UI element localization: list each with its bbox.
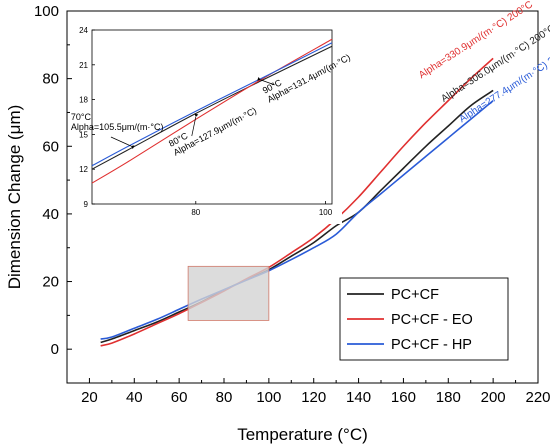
- inset-x-tick-label: 100: [319, 208, 333, 217]
- inset-annotation-arrowhead: [194, 113, 199, 118]
- legend: PC+CF PC+CF - EO PC+CF - HP: [339, 277, 509, 361]
- x-tick-label: 80: [216, 389, 233, 406]
- inset-annotation-pointer: [110, 136, 132, 147]
- x-tick-label: 20: [81, 389, 98, 406]
- inset-y-tick-label: 9: [84, 200, 89, 209]
- y-tick-label: 60: [42, 138, 59, 155]
- legend-label-1: PC+CF - EO: [391, 312, 473, 328]
- x-tick-label: 40: [126, 389, 143, 406]
- alpha-annotation-0: Alpha=330.9μm/(m·°C) 200°C: [417, 0, 535, 81]
- y-tick-label: 40: [42, 206, 59, 223]
- inset-annotation-line: 70°C: [71, 112, 92, 122]
- inset-x-tick-label: 80: [191, 208, 200, 217]
- inset-y-tick-label: 15: [79, 130, 88, 139]
- x-axis-title: Temperature (°C): [237, 425, 368, 444]
- inset-series-line-1: [91, 38, 333, 184]
- x-tick-label: 140: [346, 389, 371, 406]
- inset-y-tick-label: 21: [79, 61, 88, 70]
- y-tick-label: 20: [42, 274, 59, 291]
- y-tick-label: 80: [42, 71, 59, 88]
- inset-frame: [91, 29, 333, 205]
- inset-annotation-pointer: [260, 79, 275, 86]
- legend-label-0: PC+CF: [391, 287, 439, 303]
- x-tick-label: 180: [436, 389, 461, 406]
- x-tick-label: 100: [256, 389, 281, 406]
- x-tick-label: 200: [481, 389, 506, 406]
- plot-frame: [66, 10, 539, 384]
- x-tick-label: 60: [171, 389, 188, 406]
- inset-annotation-arrowhead: [130, 145, 135, 150]
- series-line-0: [100, 89, 494, 344]
- inset-series-line-2: [91, 42, 333, 167]
- inset-annotation-pointer: [191, 116, 197, 137]
- x-tick-label: 220: [525, 389, 550, 406]
- y-axis-title: Dimension Change (μm): [5, 105, 24, 290]
- y-tick-label: 0: [51, 341, 59, 358]
- inset-y-tick-label: 12: [79, 165, 88, 174]
- inset-annotation-arrowhead: [257, 76, 261, 81]
- inset-y-tick-label: 24: [79, 26, 88, 35]
- inset-series-line-0: [91, 45, 333, 170]
- series-line-1: [100, 57, 494, 347]
- y-tick-label: 100: [34, 3, 59, 20]
- x-tick-label: 120: [301, 389, 326, 406]
- x-tick-label: 160: [391, 389, 416, 406]
- inset-y-tick-label: 18: [79, 96, 88, 105]
- inset-zoom-chart: 9 12 15 18 21 24 80 100 70°CAlpha=105.5μm/(m·°C)…: [71, 22, 352, 224]
- series-line-2: [100, 100, 494, 340]
- inset-annotation-line: Alpha=105.5μm/(m·°C): [71, 122, 164, 132]
- zoom-highlight-box: [187, 265, 270, 321]
- legend-label-2: PC+CF - HP: [391, 337, 472, 353]
